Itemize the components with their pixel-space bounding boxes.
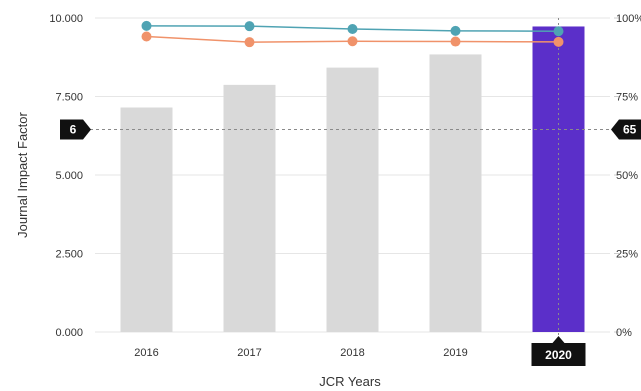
y-tick-label: 5.000 [55,170,83,182]
reference-right-tag [611,119,641,140]
y-tick-label: 2.500 [55,249,83,261]
bar-series [120,18,585,342]
y2-axis-ticks: 0% 25% 50% 75% 100% [614,13,641,339]
series-point-1-2019 [450,25,461,36]
x-tick-label-2017: 2017 [237,347,261,359]
bar-2016 [120,107,173,333]
series-point-2-2017 [244,37,255,48]
series-point-1-2018 [347,23,358,34]
reference-left-label: 6 [70,122,77,136]
bar-2019 [429,54,482,332]
x-tick-label-2020: 2020 [545,348,572,362]
x-tick-label-2019: 2019 [443,347,467,359]
series-point-1-2017 [244,21,255,32]
y-tick-label: 7.500 [55,92,83,104]
x-tick-label-2016: 2016 [134,347,158,359]
y2-tick-label: 25% [616,249,638,261]
line-series [141,20,564,48]
y-axis-title: Journal Impact Factor [15,111,30,237]
y-tick-label: 0.000 [55,327,83,339]
x-axis-title: JCR Years [319,374,381,389]
y2-tick-label: 75% [616,92,638,104]
bar-2017 [223,84,276,333]
y2-tick-label: 100% [616,13,641,25]
series-point-2-2016 [141,31,152,42]
series-point-2-2020 [553,36,564,47]
y2-tick-label: 0% [616,327,632,339]
series-point-2-2018 [347,36,358,47]
y2-tick-label: 50% [616,170,638,182]
series-point-2-2019 [450,36,461,47]
reference-left-tag [60,119,91,140]
y-axis-ticks: 0.000 2.500 5.000 7.500 10.000 [49,13,83,339]
x-axis-ticks: 2016 2017 2018 2019 2020 [134,336,586,366]
series-point-1-2020 [553,26,564,37]
reference-right-label: 65 [623,122,637,136]
series-point-1-2016 [141,20,152,31]
x-tick-label-2018: 2018 [340,347,364,359]
reference-line: 6 65 [60,119,641,140]
x-tick-highlight-tag [531,336,586,366]
y-tick-label: 10.000 [49,13,83,25]
bar-2018 [326,67,379,332]
